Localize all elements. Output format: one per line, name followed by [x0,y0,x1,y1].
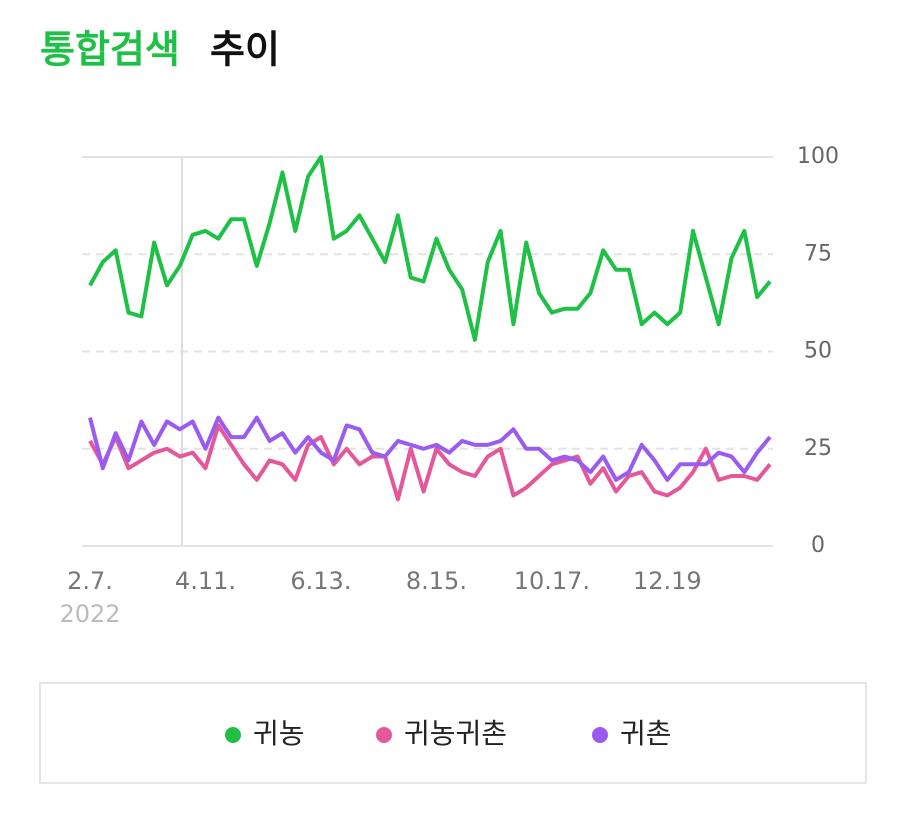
x-tick-label: 8.15. [406,567,467,595]
series-line [88,155,772,342]
legend-marker [592,727,608,743]
chart-title: 추이 [210,28,280,72]
y-tick-label: 75 [804,241,832,266]
legend-marker [376,727,392,743]
legend-box [39,682,867,784]
series-line [88,415,772,482]
series-line [88,423,772,502]
chart-title-highlight: 통합검색 [40,28,180,72]
y-tick-label: 100 [797,144,839,169]
x-tick-label: 2.7. [67,567,113,595]
y-tick-label: 50 [804,339,832,364]
legend-label: 귀촌 [620,717,672,750]
x-tick-label: 12.19 [633,567,702,595]
y-tick-label: 25 [804,436,832,461]
legend-label: 귀농귀촌 [404,717,507,750]
x-tick-label: 4.11. [175,567,236,595]
x-tick-label: 6.13. [290,567,351,595]
x-tick-label: 10.17. [514,567,590,595]
legend-marker [225,727,241,743]
legend-label: 귀농 [253,717,305,750]
x-year-label: 2022 [59,600,120,628]
y-tick-label: 0 [811,533,825,558]
